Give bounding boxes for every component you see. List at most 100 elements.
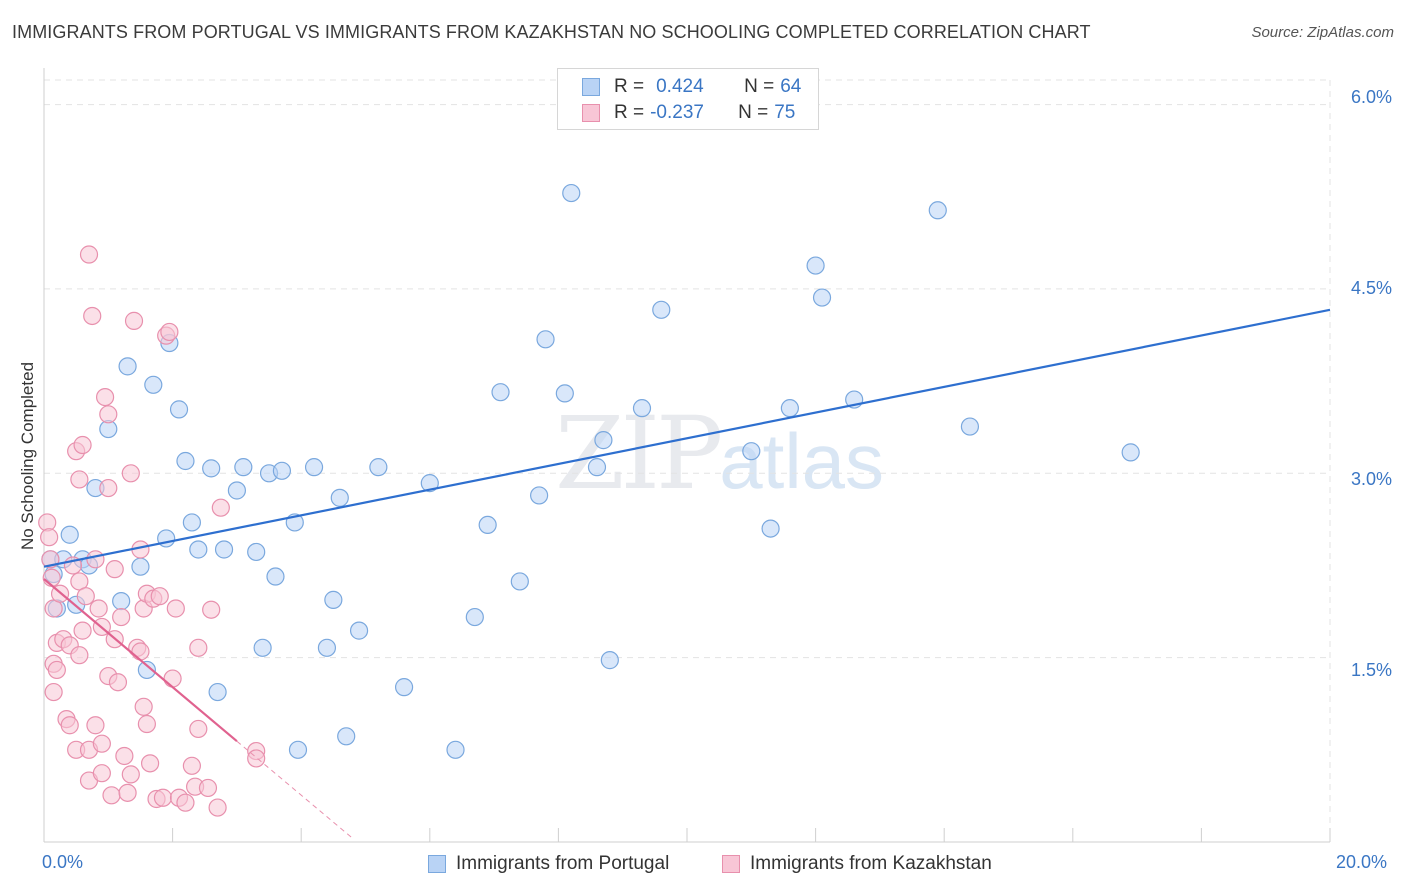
portugal-point — [330, 488, 349, 507]
portugal-point — [317, 638, 337, 657]
kazakhstan-point — [86, 550, 105, 569]
portugal-point — [369, 458, 388, 477]
kazakhstan-point — [182, 756, 201, 775]
kazakhstan-swatch — [582, 104, 600, 122]
portugal-n-value: 64 — [780, 76, 802, 97]
y-axis-label: No Schooling Completed — [18, 361, 37, 551]
kazakhstan-point — [86, 716, 105, 735]
kazakhstan-point — [40, 528, 59, 547]
portugal-point — [304, 458, 324, 477]
kazakhstan-point — [202, 600, 221, 619]
chart-title: IMMIGRANTS FROM PORTUGAL VS IMMIGRANTS F… — [12, 22, 1091, 42]
kazakhstan-point — [198, 778, 218, 798]
kazakhstan-point — [160, 322, 179, 342]
portugal-point — [189, 540, 208, 559]
portugal-legend-label: Immigrants from Portugal — [456, 853, 670, 874]
kazakhstan-legend-label: Immigrants from Kazakhstan — [750, 853, 992, 874]
kazakhstan-point — [211, 498, 230, 517]
kazakhstan-point — [105, 560, 124, 579]
portugal-point — [928, 201, 947, 220]
kazakhstan-point — [60, 716, 79, 735]
portugal-point — [202, 459, 221, 478]
portugal-swatch — [582, 78, 600, 96]
watermark-atlas: atlas — [719, 417, 885, 505]
portugal-point — [182, 513, 201, 532]
portugal-point — [587, 458, 607, 477]
kazakhstan-point — [44, 682, 63, 702]
kazakhstan-point — [76, 587, 95, 606]
kazakhstan-point — [118, 783, 137, 802]
portugal-point — [510, 572, 529, 591]
source-label: Source: ZipAtlas.com — [1251, 24, 1394, 41]
y-tick-label-6-0: 6.0% — [1350, 87, 1392, 107]
portugal-point — [324, 590, 343, 609]
kazakhstan-point — [99, 405, 118, 424]
portugal-point — [478, 515, 497, 535]
portugal-point — [337, 727, 356, 746]
portugal-point — [253, 638, 272, 657]
kazakhstan-point — [150, 587, 169, 606]
portugal-point — [562, 183, 581, 203]
portugal-point — [761, 519, 780, 538]
x-tick-label-max: 20.0% — [1336, 852, 1388, 872]
kazakhstan-point — [99, 478, 118, 498]
portugal-point — [118, 357, 137, 376]
kazakhstan-point — [247, 749, 266, 768]
kazakhstan-trend-extension — [236, 740, 353, 839]
portugal-point — [234, 458, 253, 477]
kazakhstan-point — [166, 599, 185, 618]
portugal-point — [530, 486, 549, 505]
portugal-point — [600, 651, 619, 670]
kazakhstan-point — [176, 793, 195, 812]
kazakhstan-point — [89, 599, 108, 618]
kazakhstan-point — [112, 607, 131, 627]
portugal-point — [446, 740, 465, 759]
portugal-r-value: 0.424 — [656, 76, 704, 97]
portugal-point — [555, 384, 574, 403]
portugal-point — [272, 461, 292, 480]
portugal-point — [176, 451, 195, 471]
portugal-point — [420, 474, 439, 493]
kazakhstan-point — [115, 746, 134, 766]
kazakhstan-point — [140, 754, 160, 773]
portugal-point — [208, 682, 227, 702]
kazakhstan-point — [47, 660, 66, 680]
portugal-point — [144, 375, 163, 394]
portugal-point — [780, 399, 799, 418]
kazakhstan-point — [102, 786, 121, 805]
x-tick-label-min: 0.0% — [42, 852, 84, 872]
kazakhstan-point — [95, 387, 115, 407]
kazakhstan-trend-line — [43, 578, 238, 743]
portugal-point — [960, 417, 980, 436]
portugal-point — [632, 399, 652, 418]
kazakhstan-point — [108, 673, 128, 692]
kazakhstan-point — [121, 464, 140, 483]
kazakhstan-legend-swatch — [722, 855, 740, 873]
portugal-point — [288, 740, 308, 759]
portugal-point — [60, 525, 79, 544]
legend-row-kazakhstan: R = -0.237 N = 75 — [582, 101, 795, 125]
kazakhstan-point — [70, 470, 89, 489]
kazakhstan-point — [92, 734, 111, 753]
portugal-point — [169, 400, 189, 419]
kazakhstan-point — [73, 621, 92, 640]
portugal-point — [227, 481, 246, 500]
y-tick-label-4-5: 4.5% — [1350, 278, 1392, 298]
portugal-point — [812, 288, 832, 307]
portugal-trend-line — [43, 308, 1331, 568]
portugal-point — [394, 678, 414, 697]
kazakhstan-point — [70, 646, 89, 665]
kazakhstan-point — [42, 568, 61, 587]
portugal-point — [266, 567, 285, 586]
portugal-point — [1121, 443, 1140, 462]
portugal-point — [247, 542, 266, 562]
portugal-point — [594, 431, 613, 450]
kazakhstan-point — [79, 245, 99, 264]
kazakhstan-point — [189, 719, 208, 739]
kazakhstan-point — [73, 435, 92, 455]
kazakhstan-point — [92, 764, 111, 783]
portugal-legend-swatch — [428, 855, 446, 873]
legend-n-label: N = — [744, 76, 775, 97]
portugal-point — [131, 557, 150, 576]
